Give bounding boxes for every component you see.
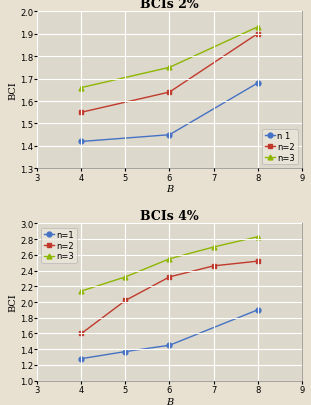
Legend: n 1, n=2, n=3: n 1, n=2, n=3 [262, 130, 298, 165]
Title: BCIs 2%: BCIs 2% [140, 0, 199, 11]
n=1 [256, 308, 259, 313]
X-axis label: B: B [166, 396, 173, 405]
n=3 [123, 275, 127, 279]
n=1 [123, 349, 127, 354]
n=1 [80, 356, 83, 361]
n=3 [168, 66, 171, 70]
Title: BCIs 4%: BCIs 4% [140, 210, 199, 223]
n 1 [256, 81, 259, 86]
n=3 [256, 235, 259, 240]
n 1 [80, 140, 83, 145]
Y-axis label: BCI: BCI [8, 81, 17, 100]
n=2 [168, 275, 171, 279]
n=2 [256, 32, 259, 37]
n=2 [123, 298, 127, 303]
n=1 [168, 343, 171, 348]
n=3 [212, 245, 216, 250]
n=3 [168, 257, 171, 262]
Line: n=1: n=1 [79, 308, 260, 361]
Line: n 1: n 1 [79, 81, 260, 145]
n=2 [80, 111, 83, 115]
Line: n=2: n=2 [79, 259, 260, 336]
Line: n=3: n=3 [79, 235, 260, 294]
Y-axis label: BCI: BCI [8, 293, 17, 311]
n=2 [212, 264, 216, 269]
Line: n=2: n=2 [79, 32, 260, 115]
Line: n=3: n=3 [79, 26, 260, 91]
n=2 [80, 331, 83, 336]
n 1 [168, 133, 171, 138]
n=3 [80, 289, 83, 294]
Legend: n=1, n=2, n=3: n=1, n=2, n=3 [41, 228, 77, 263]
n=2 [168, 90, 171, 95]
n=2 [256, 259, 259, 264]
X-axis label: B: B [166, 185, 173, 194]
n=3 [80, 86, 83, 91]
n=3 [256, 26, 259, 30]
